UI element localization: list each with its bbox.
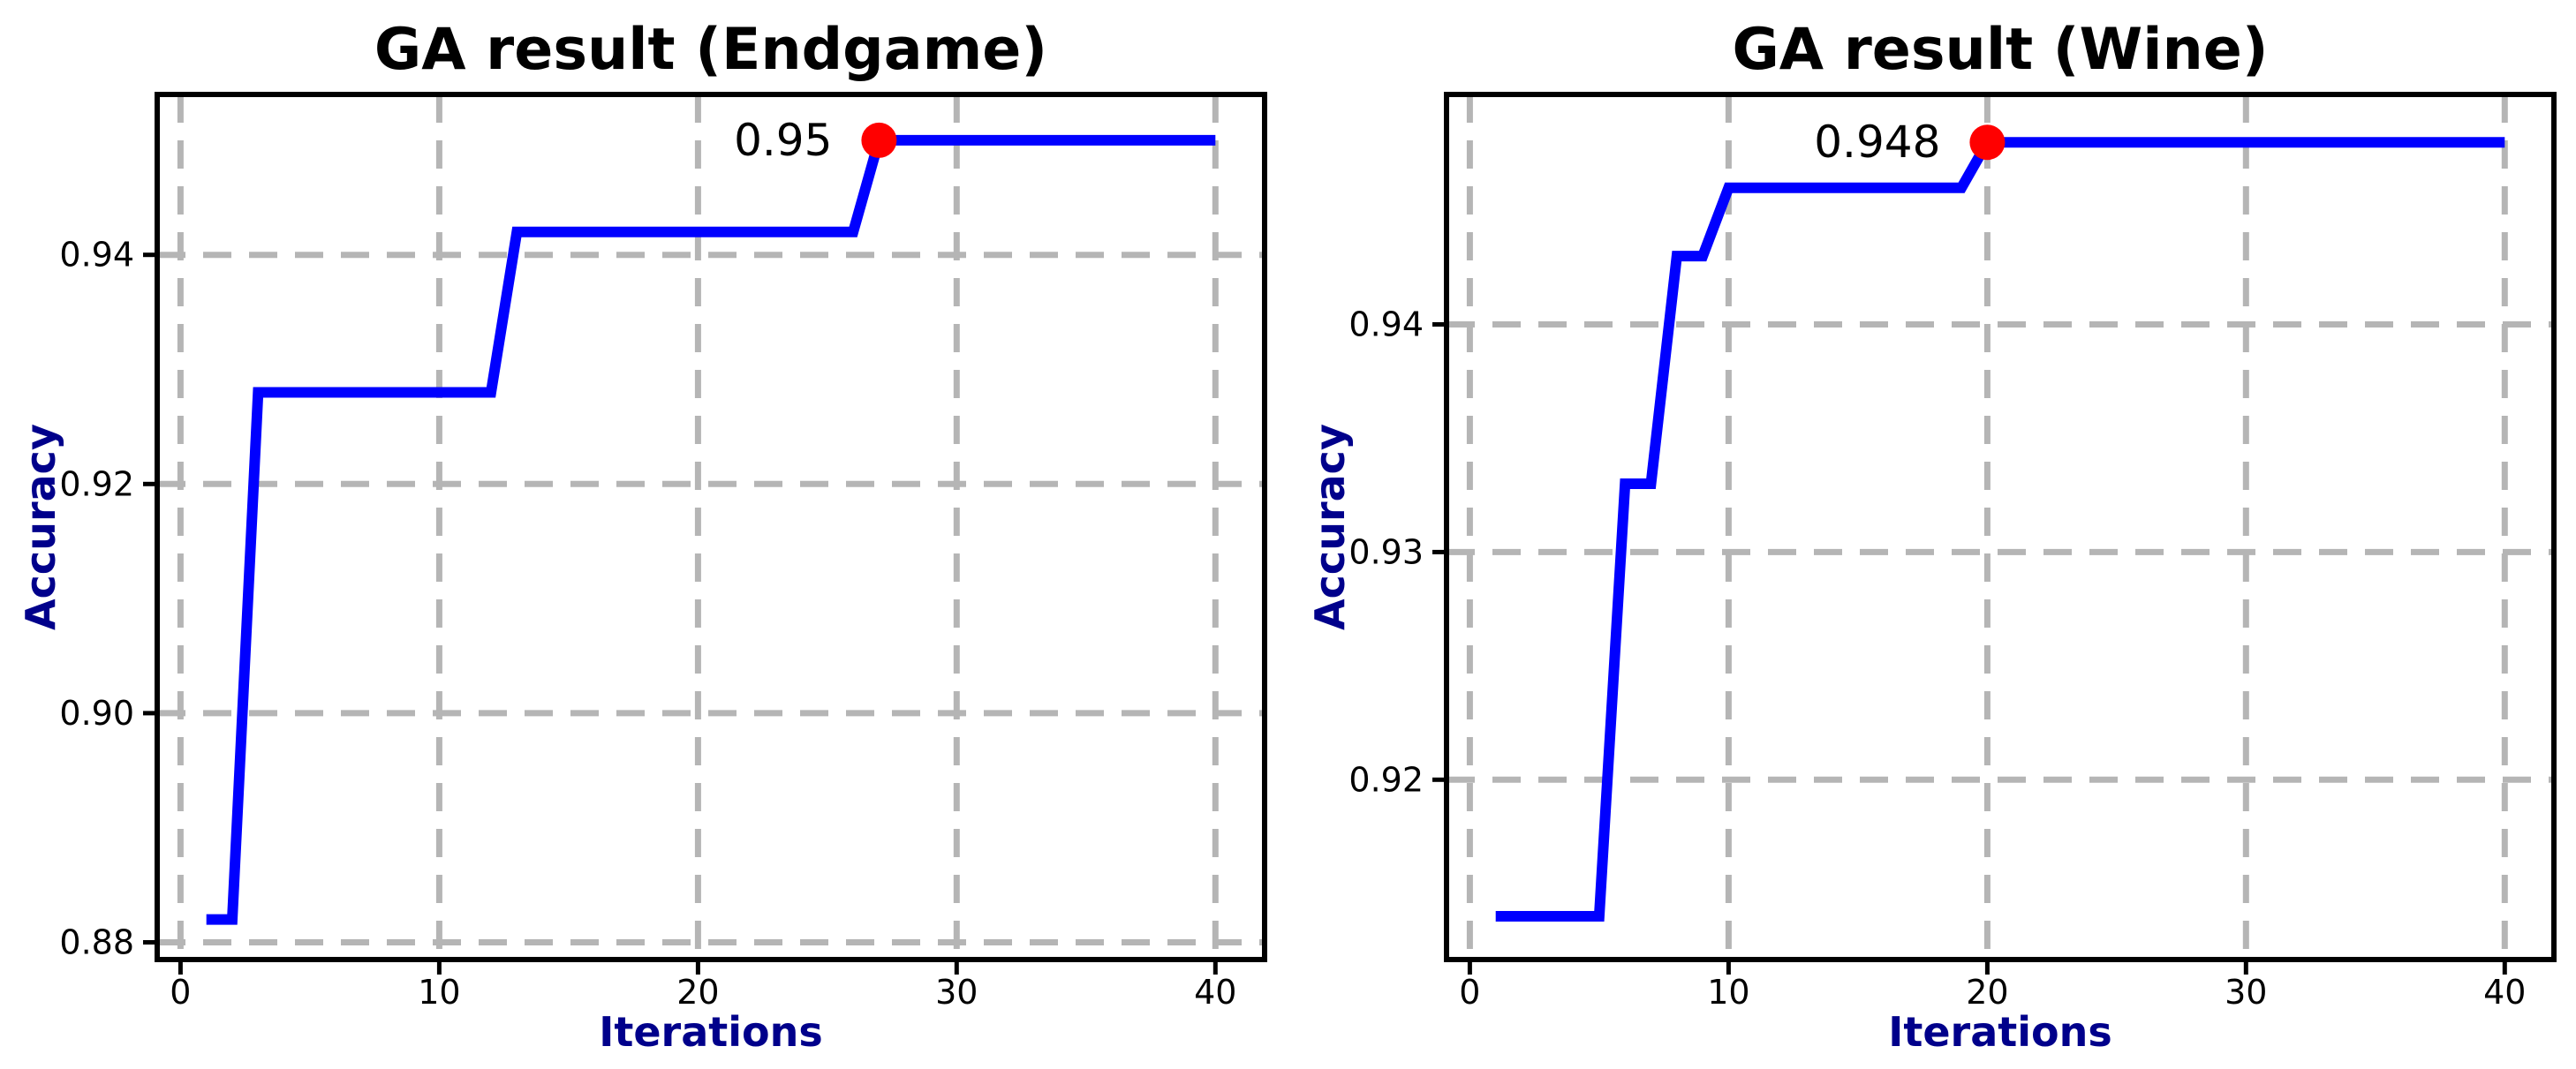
accuracy-line [1495,137,2505,922]
y-axis-label: Accuracy [1306,424,1354,630]
y-axis-label: Accuracy [17,424,64,630]
x-tick-label: 20 [1966,973,2008,1012]
y-tick-label: 0.90 [59,694,134,733]
x-tick-label: 10 [1707,973,1749,1012]
chart-title: GA result (Wine) [1732,17,2268,83]
chart-endgame: 0.95 0 10 20 30 40 0.88 0.90 0.92 0.94 GA result (… [17,17,1267,1056]
chart-wine: 0.948 0 10 20 30 40 0.92 0.93 0.94 GA result (Win… [1306,17,2557,1056]
x-tick-label: 20 [676,973,719,1012]
x-tick-label: 10 [418,973,460,1012]
best-point-annotation: 0.95 [734,115,832,166]
plot-frame [155,92,1267,962]
x-axis-label: Iterations [599,1008,823,1056]
x-tick-label: 0 [170,973,191,1012]
y-tick-label: 0.92 [59,464,134,503]
x-tick-label: 30 [935,973,978,1012]
best-point-marker [861,122,897,158]
y-tick-label: 0.94 [1348,305,1424,344]
x-tick-label: 40 [2483,973,2526,1012]
y-tick-label: 0.93 [1348,532,1424,571]
chart-title: GA result (Endgame) [374,17,1047,83]
y-tick-label: 0.92 [1348,760,1424,799]
x-tick-label: 40 [1194,973,1236,1012]
best-point-annotation: 0.948 [1814,117,1940,168]
x-axis-label: Iterations [1888,1008,2112,1056]
x-tick-label: 0 [1459,973,1480,1012]
y-tick-label: 0.94 [59,236,134,275]
y-tick-label: 0.88 [59,923,134,962]
best-point-marker [1969,124,2006,161]
x-tick-label: 30 [2225,973,2267,1012]
plot-frame [1444,92,2557,962]
